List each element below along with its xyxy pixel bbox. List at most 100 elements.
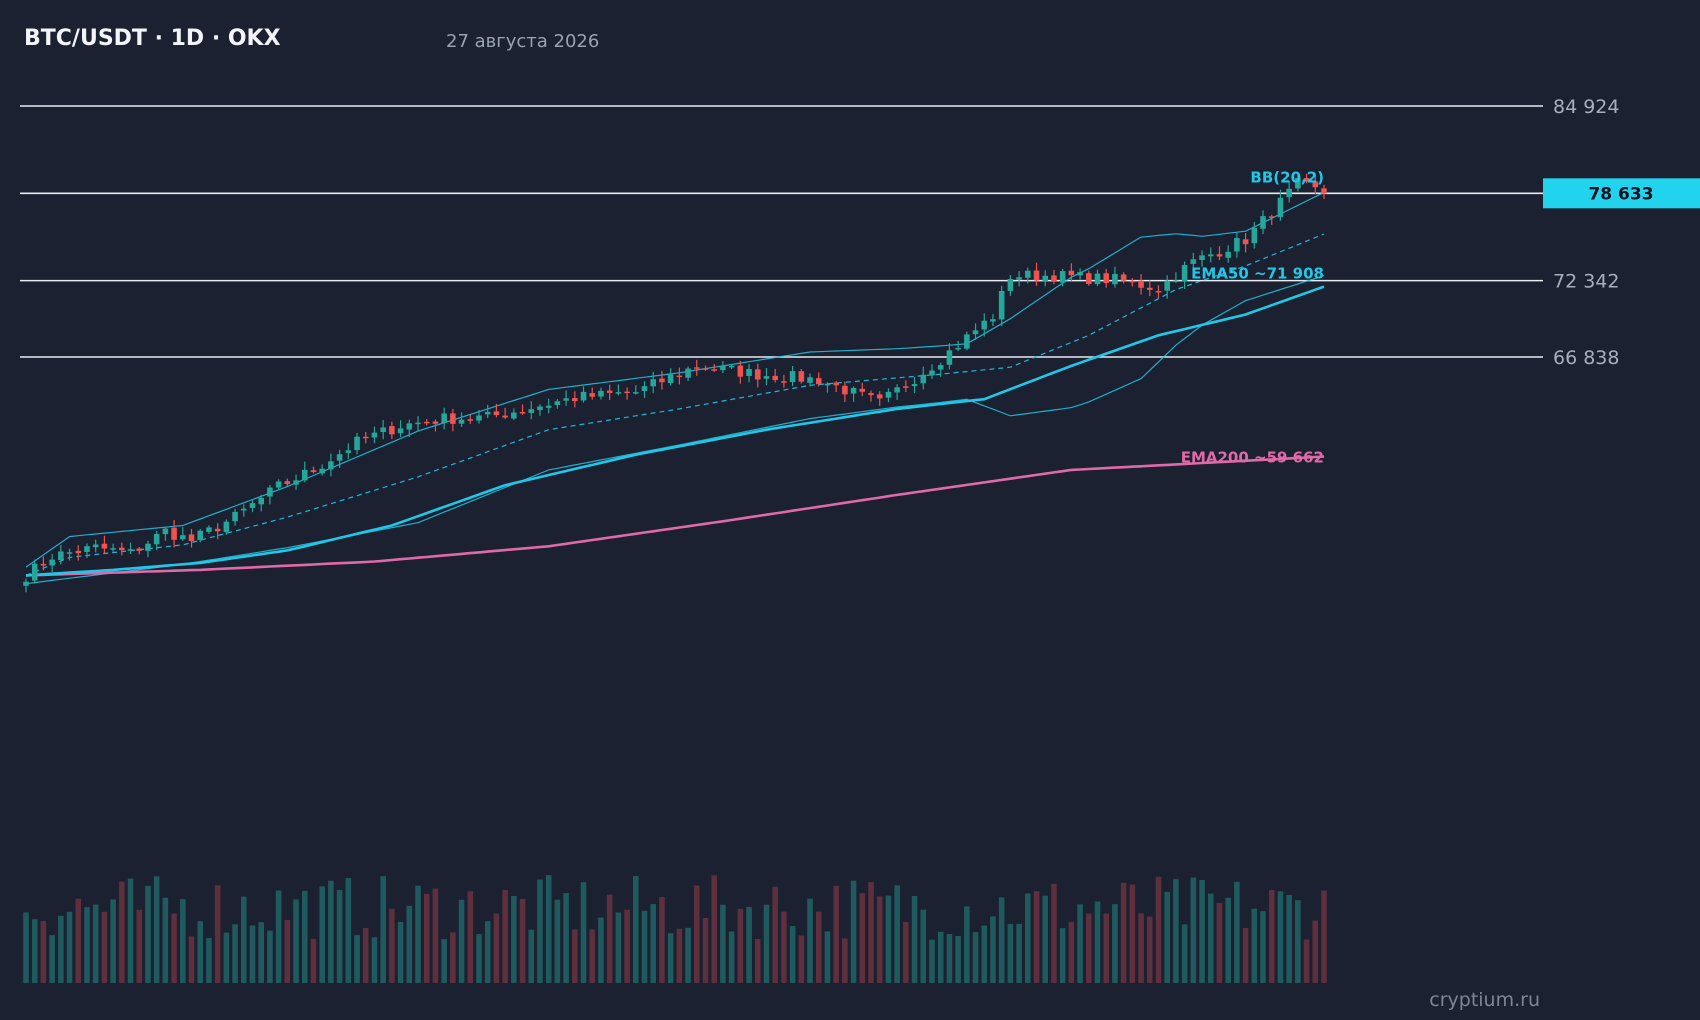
volume-bar	[615, 912, 622, 983]
candle-body	[754, 369, 761, 380]
candle-body	[885, 391, 892, 398]
volume-bar	[214, 885, 221, 983]
candle-body	[1225, 251, 1231, 258]
candle-body	[1094, 273, 1101, 285]
candle-body	[1155, 290, 1162, 293]
volume-bar	[1173, 879, 1179, 983]
candle-body	[197, 530, 204, 541]
volume-bar	[1303, 939, 1310, 983]
candle-body	[1216, 254, 1223, 257]
ema200-line	[25, 455, 1325, 577]
volume-bar	[1068, 921, 1075, 983]
volume-bar	[1120, 882, 1127, 983]
volume-bar	[406, 905, 413, 983]
candle-body	[894, 387, 900, 393]
candle-body	[955, 347, 961, 350]
candle-body	[1025, 270, 1031, 278]
candle-body	[911, 384, 918, 387]
volume-bar	[598, 917, 604, 983]
volume-bar	[92, 904, 99, 983]
candle-body	[58, 551, 64, 561]
chart-date: 27 августа 2026	[446, 31, 600, 52]
candle-body	[693, 367, 700, 369]
candle-body	[615, 392, 622, 394]
candle-body	[380, 427, 386, 433]
volume-bar	[467, 891, 474, 983]
volume-bar	[1016, 923, 1022, 983]
volume-bar	[824, 931, 831, 983]
volume-bar	[293, 899, 299, 983]
volume-bar	[1086, 913, 1092, 983]
volume-bar	[1321, 890, 1327, 983]
volume-bar	[136, 909, 143, 983]
volume-bar	[903, 921, 909, 983]
volume-bar	[450, 932, 456, 983]
volume-bar	[659, 896, 665, 983]
candle-body	[214, 528, 221, 532]
volume-bar	[545, 875, 552, 983]
volume-bar	[223, 932, 230, 983]
candle-body	[964, 334, 970, 349]
volume-bar	[432, 888, 439, 983]
candle-body	[798, 371, 805, 382]
candle-body	[1181, 264, 1188, 282]
candle-body	[772, 375, 778, 381]
volume-bar	[267, 930, 273, 983]
candle-body	[1321, 188, 1327, 194]
candle-body	[284, 481, 291, 485]
candle-body	[981, 320, 988, 330]
volume-bar	[911, 896, 918, 983]
candle-body	[267, 487, 273, 497]
volume-layer	[23, 875, 1327, 983]
candle-body	[40, 563, 47, 566]
volume-bar	[554, 899, 561, 983]
candle-body	[720, 365, 726, 371]
candle-body	[1129, 280, 1136, 283]
volume-bar	[1242, 927, 1249, 983]
candle-body	[49, 559, 55, 566]
volume-bar	[1007, 923, 1014, 983]
candle-body	[145, 543, 151, 551]
volume-bar	[1277, 891, 1284, 983]
volume-bar	[728, 931, 735, 983]
volume-bar	[397, 921, 404, 983]
volume-bar	[484, 921, 491, 983]
candle-body	[162, 528, 169, 535]
ema200-label: EMA200 ~59 662	[1181, 449, 1324, 467]
level-label: 84 924	[1553, 96, 1619, 118]
volume-bar	[711, 875, 717, 983]
candle-body	[1312, 181, 1319, 188]
candle-body	[998, 290, 1005, 320]
volume-bar	[1033, 891, 1040, 983]
volume-bar	[415, 885, 421, 983]
candle-body	[127, 549, 134, 551]
candle-body	[589, 393, 596, 397]
volume-bar	[589, 929, 596, 983]
volume-bar	[633, 875, 639, 983]
indicator-labels-layer: BB(20,2) EMA50 ~71 908 EMA200 ~59 662	[1181, 168, 1324, 466]
candle-body	[737, 365, 744, 377]
candle-body	[423, 421, 430, 424]
volume-bar	[310, 938, 317, 983]
volume-bar	[1260, 911, 1266, 983]
candle-body	[75, 550, 82, 554]
candle-body	[1268, 216, 1275, 218]
volume-bar	[1286, 894, 1292, 983]
volume-bar	[127, 878, 134, 983]
candle-body	[763, 376, 770, 379]
volume-bar	[859, 893, 866, 983]
volume-bar	[275, 890, 282, 983]
candle-body	[389, 426, 395, 435]
candle-body	[92, 544, 99, 548]
volume-bar	[240, 896, 247, 983]
candle-body	[1138, 280, 1144, 288]
candle-body	[84, 546, 90, 552]
candle-body	[667, 374, 674, 384]
volume-bar	[1146, 916, 1153, 983]
volume-bar	[929, 939, 935, 983]
volume-bar	[110, 899, 116, 983]
candle-body	[406, 423, 413, 430]
volume-bar	[49, 935, 55, 983]
volume-bar	[1268, 889, 1275, 983]
